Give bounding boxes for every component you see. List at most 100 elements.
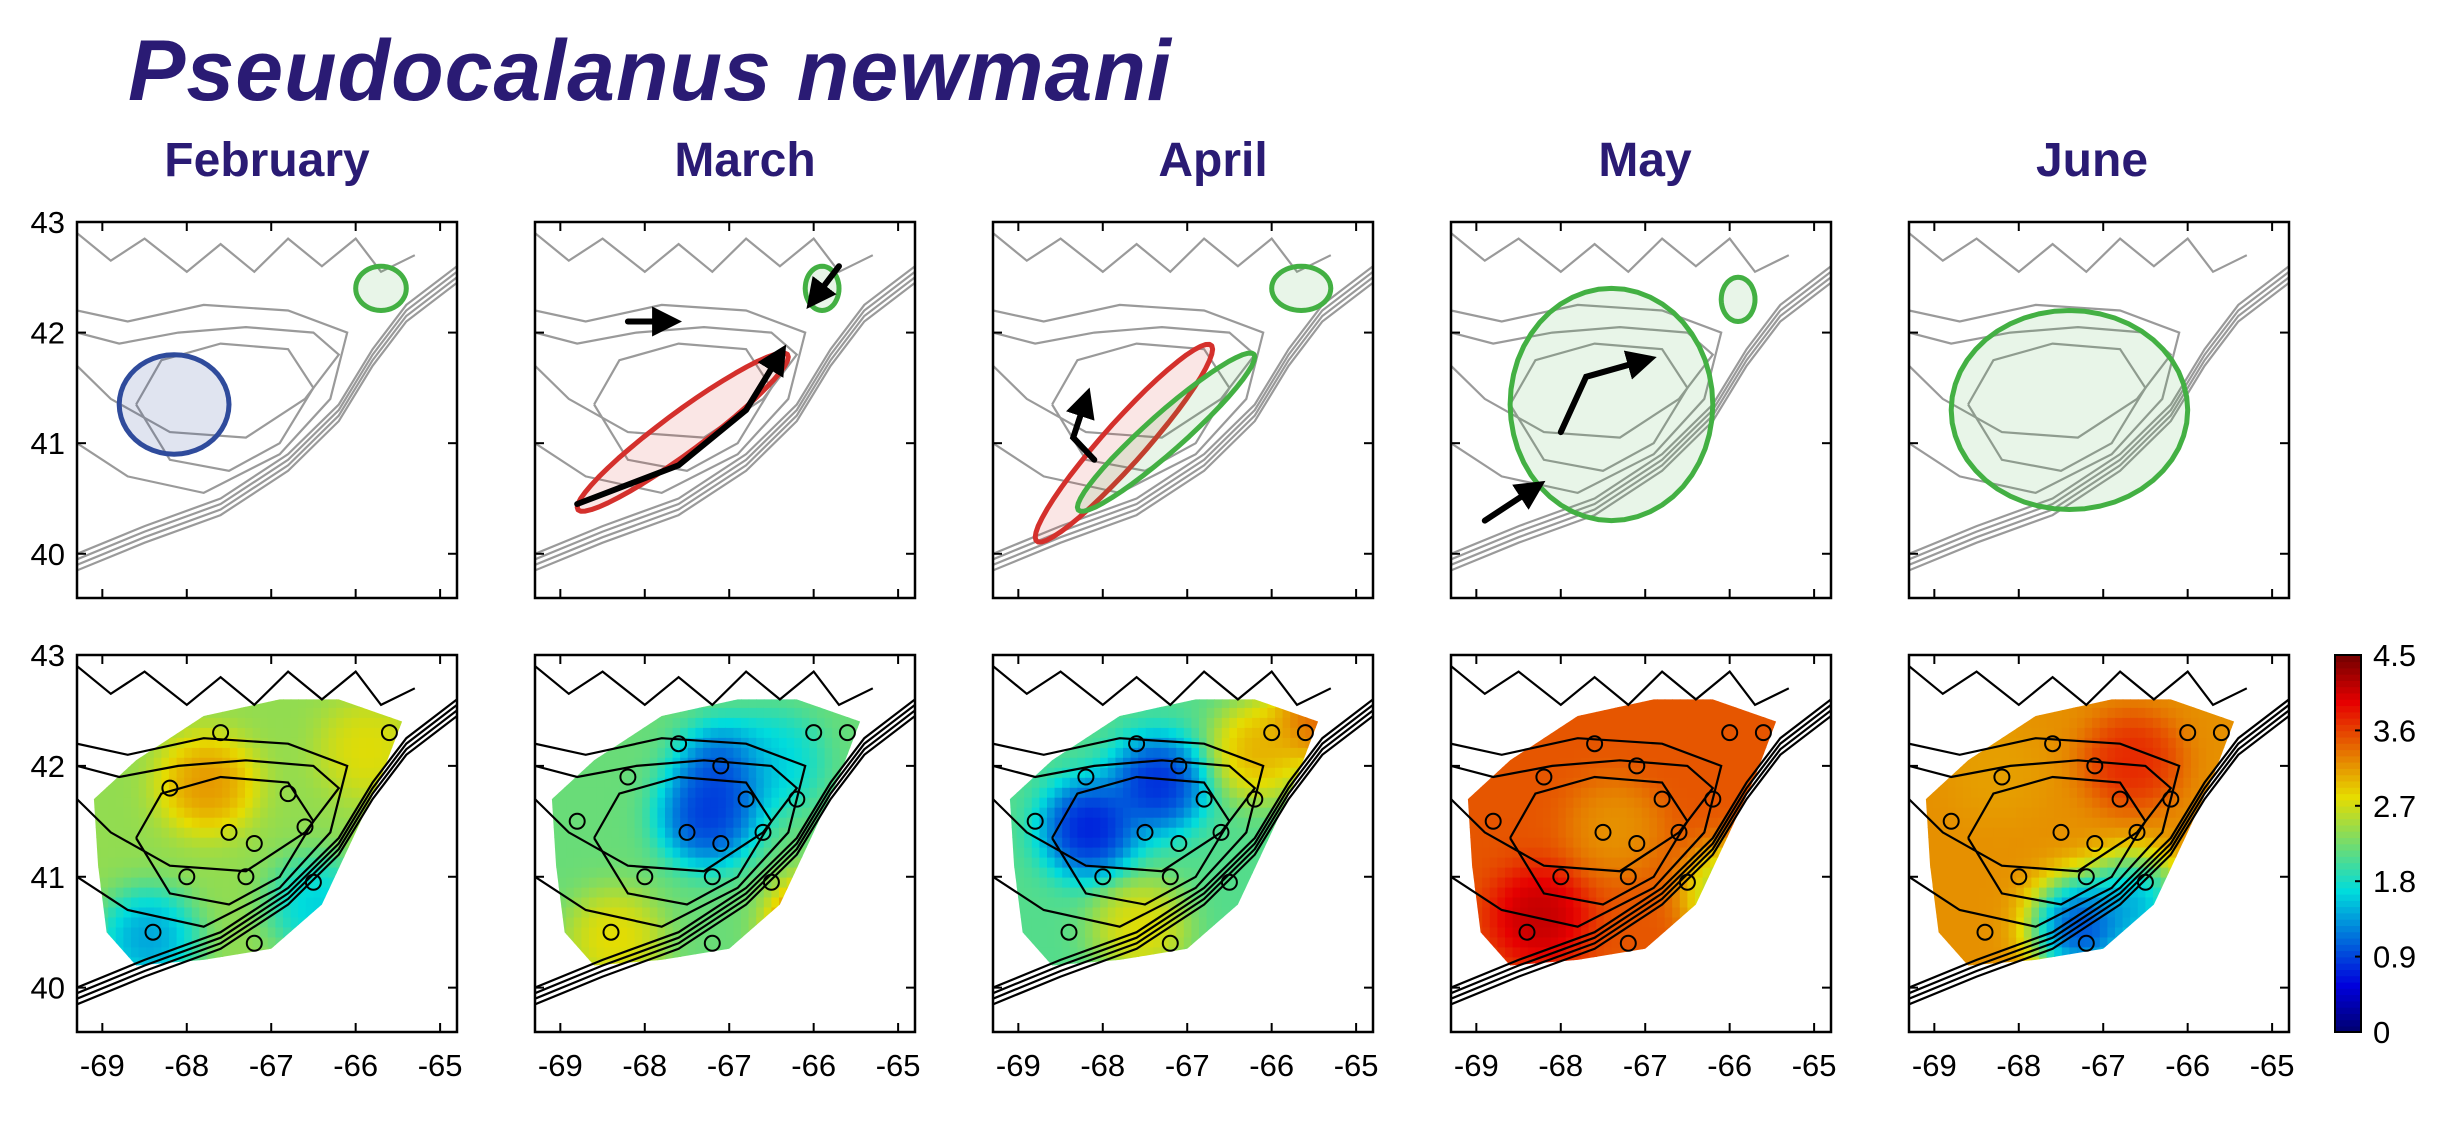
abundance-cell <box>1107 836 1117 848</box>
abundance-cell <box>1054 816 1063 828</box>
abundance-cell <box>1588 956 1597 966</box>
abundance-cell <box>381 946 391 958</box>
abundance-cell <box>824 876 833 888</box>
abundance-cell <box>93 707 102 718</box>
abundance-cell <box>1474 876 1483 888</box>
abundance-cell <box>1100 967 1108 978</box>
abundance-cell <box>786 707 795 718</box>
abundance-cell <box>199 727 208 738</box>
abundance-cell <box>1573 916 1582 928</box>
abundance-cell <box>665 886 674 898</box>
abundance-cell <box>642 717 651 728</box>
abundance-cell <box>1054 856 1063 868</box>
abundance-cell <box>420 967 428 978</box>
abundance-cell <box>1603 876 1613 888</box>
abundance-cell <box>1641 747 1651 758</box>
heatmap-bank-contour <box>77 759 341 873</box>
heatmap-shelf-contour <box>77 715 457 1006</box>
abundance-cell <box>359 956 368 966</box>
abundance-cell <box>1474 866 1483 878</box>
abundance-cell <box>1565 707 1575 718</box>
abundance-cell <box>1168 886 1177 898</box>
abundance-cell <box>1229 796 1238 808</box>
abundance-cell <box>558 906 567 918</box>
abundance-cell <box>1009 846 1018 858</box>
abundance-cell <box>1543 677 1551 688</box>
abundance-cell <box>1107 856 1117 868</box>
abundance-cell <box>100 886 109 898</box>
abundance-cell <box>252 906 261 918</box>
abundance-cell <box>138 816 147 828</box>
abundance-cell <box>794 916 803 928</box>
abundance-cell <box>1649 767 1658 778</box>
abundance-cell <box>1558 717 1567 728</box>
abundance-cell <box>1467 699 1476 708</box>
abundance-cell <box>718 896 727 908</box>
abundance-cell <box>1024 727 1033 738</box>
abundance-cell <box>93 936 102 948</box>
abundance-cell <box>229 956 239 966</box>
sampling-station <box>245 835 263 852</box>
abundance-cell <box>1108 677 1116 688</box>
abundance-cell <box>412 867 420 878</box>
abundance-cell <box>763 767 773 778</box>
abundance-cell <box>1611 956 1620 966</box>
abundance-cell <box>359 777 368 788</box>
abundance-cell <box>1062 876 1071 888</box>
abundance-cell <box>1619 936 1628 948</box>
abundance-cell <box>1168 866 1177 878</box>
abundance-cell <box>321 936 330 948</box>
abundance-cell <box>283 876 292 888</box>
abundance-cell <box>786 946 795 958</box>
abundance-cell <box>222 967 230 978</box>
abundance-cell <box>627 806 636 818</box>
abundance-cell <box>847 816 856 828</box>
abundance-cell <box>108 717 117 728</box>
abundance-cell <box>1558 816 1567 828</box>
abundance-cell <box>1328 827 1336 838</box>
abundance-cell <box>115 856 125 868</box>
abundance-cell <box>397 806 403 818</box>
abundance-cell <box>1275 806 1284 818</box>
abundance-cell <box>1009 956 1018 966</box>
abundance-cell <box>169 737 178 748</box>
abundance-cell <box>169 717 178 728</box>
abundance-cell <box>855 826 861 838</box>
abundance-cell <box>1183 796 1193 808</box>
abundance-cell <box>1619 757 1628 768</box>
abundance-cell <box>1221 806 1231 818</box>
abundance-cell <box>855 816 861 828</box>
abundance-cell <box>260 717 269 728</box>
abundance-cell <box>558 846 567 858</box>
abundance-cell <box>1115 737 1124 748</box>
abundance-cell <box>237 816 246 828</box>
abundance-cell <box>763 926 773 938</box>
abundance-cell <box>695 956 704 966</box>
abundance-cell <box>420 817 428 828</box>
abundance-cell <box>1131 687 1139 698</box>
abundance-cell <box>381 727 391 738</box>
abundance-cell <box>1115 816 1124 828</box>
abundance-cell <box>597 687 605 698</box>
abundance-cell <box>138 717 147 728</box>
abundance-cell <box>1161 956 1170 966</box>
abundance-cell <box>161 936 170 948</box>
abundance-cell <box>1297 886 1307 898</box>
abundance-cell <box>366 727 375 738</box>
abundance-cell <box>725 707 735 718</box>
abundance-cell <box>305 896 315 908</box>
abundance-cell <box>1550 816 1559 828</box>
abundance-cell <box>298 796 307 808</box>
abundance-cell <box>1603 757 1613 768</box>
abundance-cell <box>329 677 337 688</box>
abundance-cell <box>1520 717 1529 728</box>
abundance-cell <box>1161 687 1169 698</box>
abundance-cell <box>817 699 826 708</box>
abundance-cell <box>1138 896 1147 908</box>
abundance-cell <box>718 876 727 888</box>
abundance-cell <box>199 677 207 688</box>
abundance-cell <box>863 877 871 888</box>
abundance-cell <box>680 906 689 918</box>
abundance-cell <box>1489 916 1499 928</box>
abundance-cell <box>604 777 613 788</box>
